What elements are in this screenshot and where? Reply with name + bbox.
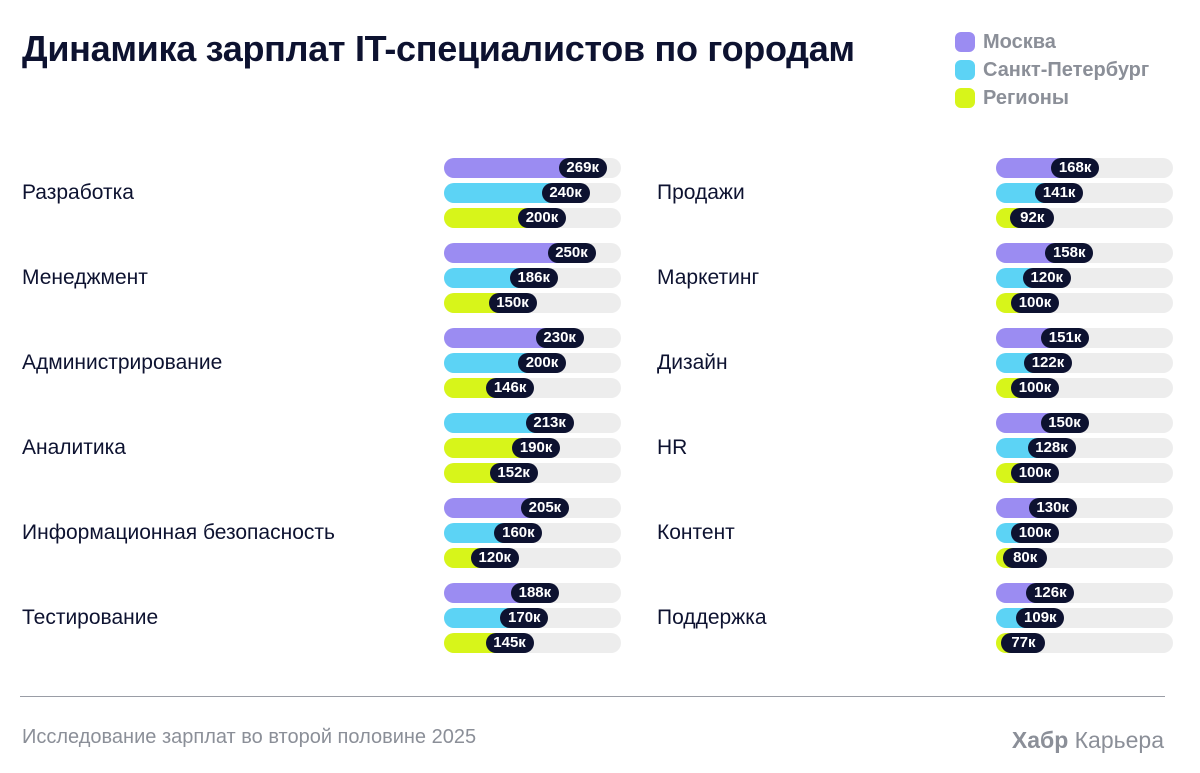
bar-value-label: 128к <box>1027 438 1076 458</box>
category-label: Разработка <box>22 181 134 204</box>
category-label: Тестирование <box>22 606 159 629</box>
category-label: HR <box>657 436 688 459</box>
bar-value-label: 150к <box>488 293 537 313</box>
legend-swatch-moscow <box>955 32 975 52</box>
bar-value-label: 158к <box>1045 243 1094 263</box>
bar-value-label: 130к <box>1028 498 1077 518</box>
footer-divider <box>20 696 1165 697</box>
brand-name-rest: Карьера <box>1074 727 1164 753</box>
brand-name-bold: Хабр <box>1011 727 1069 753</box>
bar-value-label: 100к <box>1011 523 1059 543</box>
bar-value-label: 230к <box>535 328 584 348</box>
bar-value-label: 250к <box>547 243 596 263</box>
bar-value-label: 122к <box>1023 353 1072 373</box>
legend-label-regions: Регионы <box>983 86 1069 109</box>
legend-label-moscow: Москва <box>983 30 1056 53</box>
legend-swatch-regions <box>955 88 975 108</box>
bar-value-label: 151к <box>1041 328 1090 348</box>
footer-note: Исследование зарплат во второй половине … <box>22 726 477 748</box>
bar-value-label: 168к <box>1051 158 1100 178</box>
bar-value-label: 152к <box>489 463 538 483</box>
bar-value-label: 120к <box>1022 268 1071 288</box>
bar-value-label: 240к <box>541 183 590 203</box>
bar-value-label: 145к <box>485 633 534 653</box>
category-label: Аналитика <box>22 436 126 459</box>
bar-value-label: 269к <box>558 158 607 178</box>
bar-value-label: 100к <box>1011 293 1059 313</box>
brand-logo: Хабр Карьера <box>1012 727 1164 754</box>
bar-value-label: 100к <box>1011 378 1059 398</box>
salary-chart: Разработка 269к 240к 200к Менеджмент 250к 186к… <box>22 158 1173 653</box>
bar-value-label: 170к <box>500 608 549 628</box>
bar-value-label: 205к <box>520 498 569 518</box>
category-label: Дизайн <box>657 351 728 374</box>
bar-value-label: 200к <box>518 208 566 228</box>
bar-value-label: 188к <box>510 583 559 603</box>
bar-value-label: 186к <box>509 268 558 288</box>
legend-item-moscow: Москва <box>955 28 1149 56</box>
bar-value-label: 150к <box>1040 413 1089 433</box>
bar-value-label: 160к <box>494 523 543 543</box>
legend-swatch-spb <box>955 60 975 80</box>
legend: Москва Санкт-Петербург Регионы <box>955 28 1149 112</box>
bar-value-label: 109к <box>1016 608 1065 628</box>
category-label: Поддержка <box>657 606 767 629</box>
legend-item-regions: Регионы <box>955 84 1149 112</box>
bar-value-label: 141к <box>1035 183 1084 203</box>
chart-title: Динамика зарплат IT-специалистов по горо… <box>22 28 855 69</box>
bar-value-label: 213к <box>525 413 574 433</box>
category-label: Маркетинг <box>657 266 760 289</box>
bar-value-label: 146к <box>486 378 535 398</box>
bar-value-label: 92к <box>1010 208 1055 228</box>
bar-value-label: 126к <box>1026 583 1075 603</box>
category-label: Контент <box>657 521 735 544</box>
category-label: Менеджмент <box>22 266 148 289</box>
bar-value-label: 80к <box>1003 548 1048 568</box>
legend-item-spb: Санкт-Петербург <box>955 56 1149 84</box>
category-label: Администрирование <box>22 351 223 374</box>
bar-value-label: 77к <box>1001 633 1046 653</box>
bar-value-label: 200к <box>518 353 566 373</box>
bar-value-label: 100к <box>1011 463 1059 483</box>
legend-label-spb: Санкт-Петербург <box>983 58 1150 81</box>
category-label: Информационная безопасность <box>22 521 335 544</box>
bar-value-label: 190к <box>512 438 561 458</box>
category-label: Продажи <box>657 181 745 204</box>
bar-value-label: 120к <box>470 548 519 568</box>
